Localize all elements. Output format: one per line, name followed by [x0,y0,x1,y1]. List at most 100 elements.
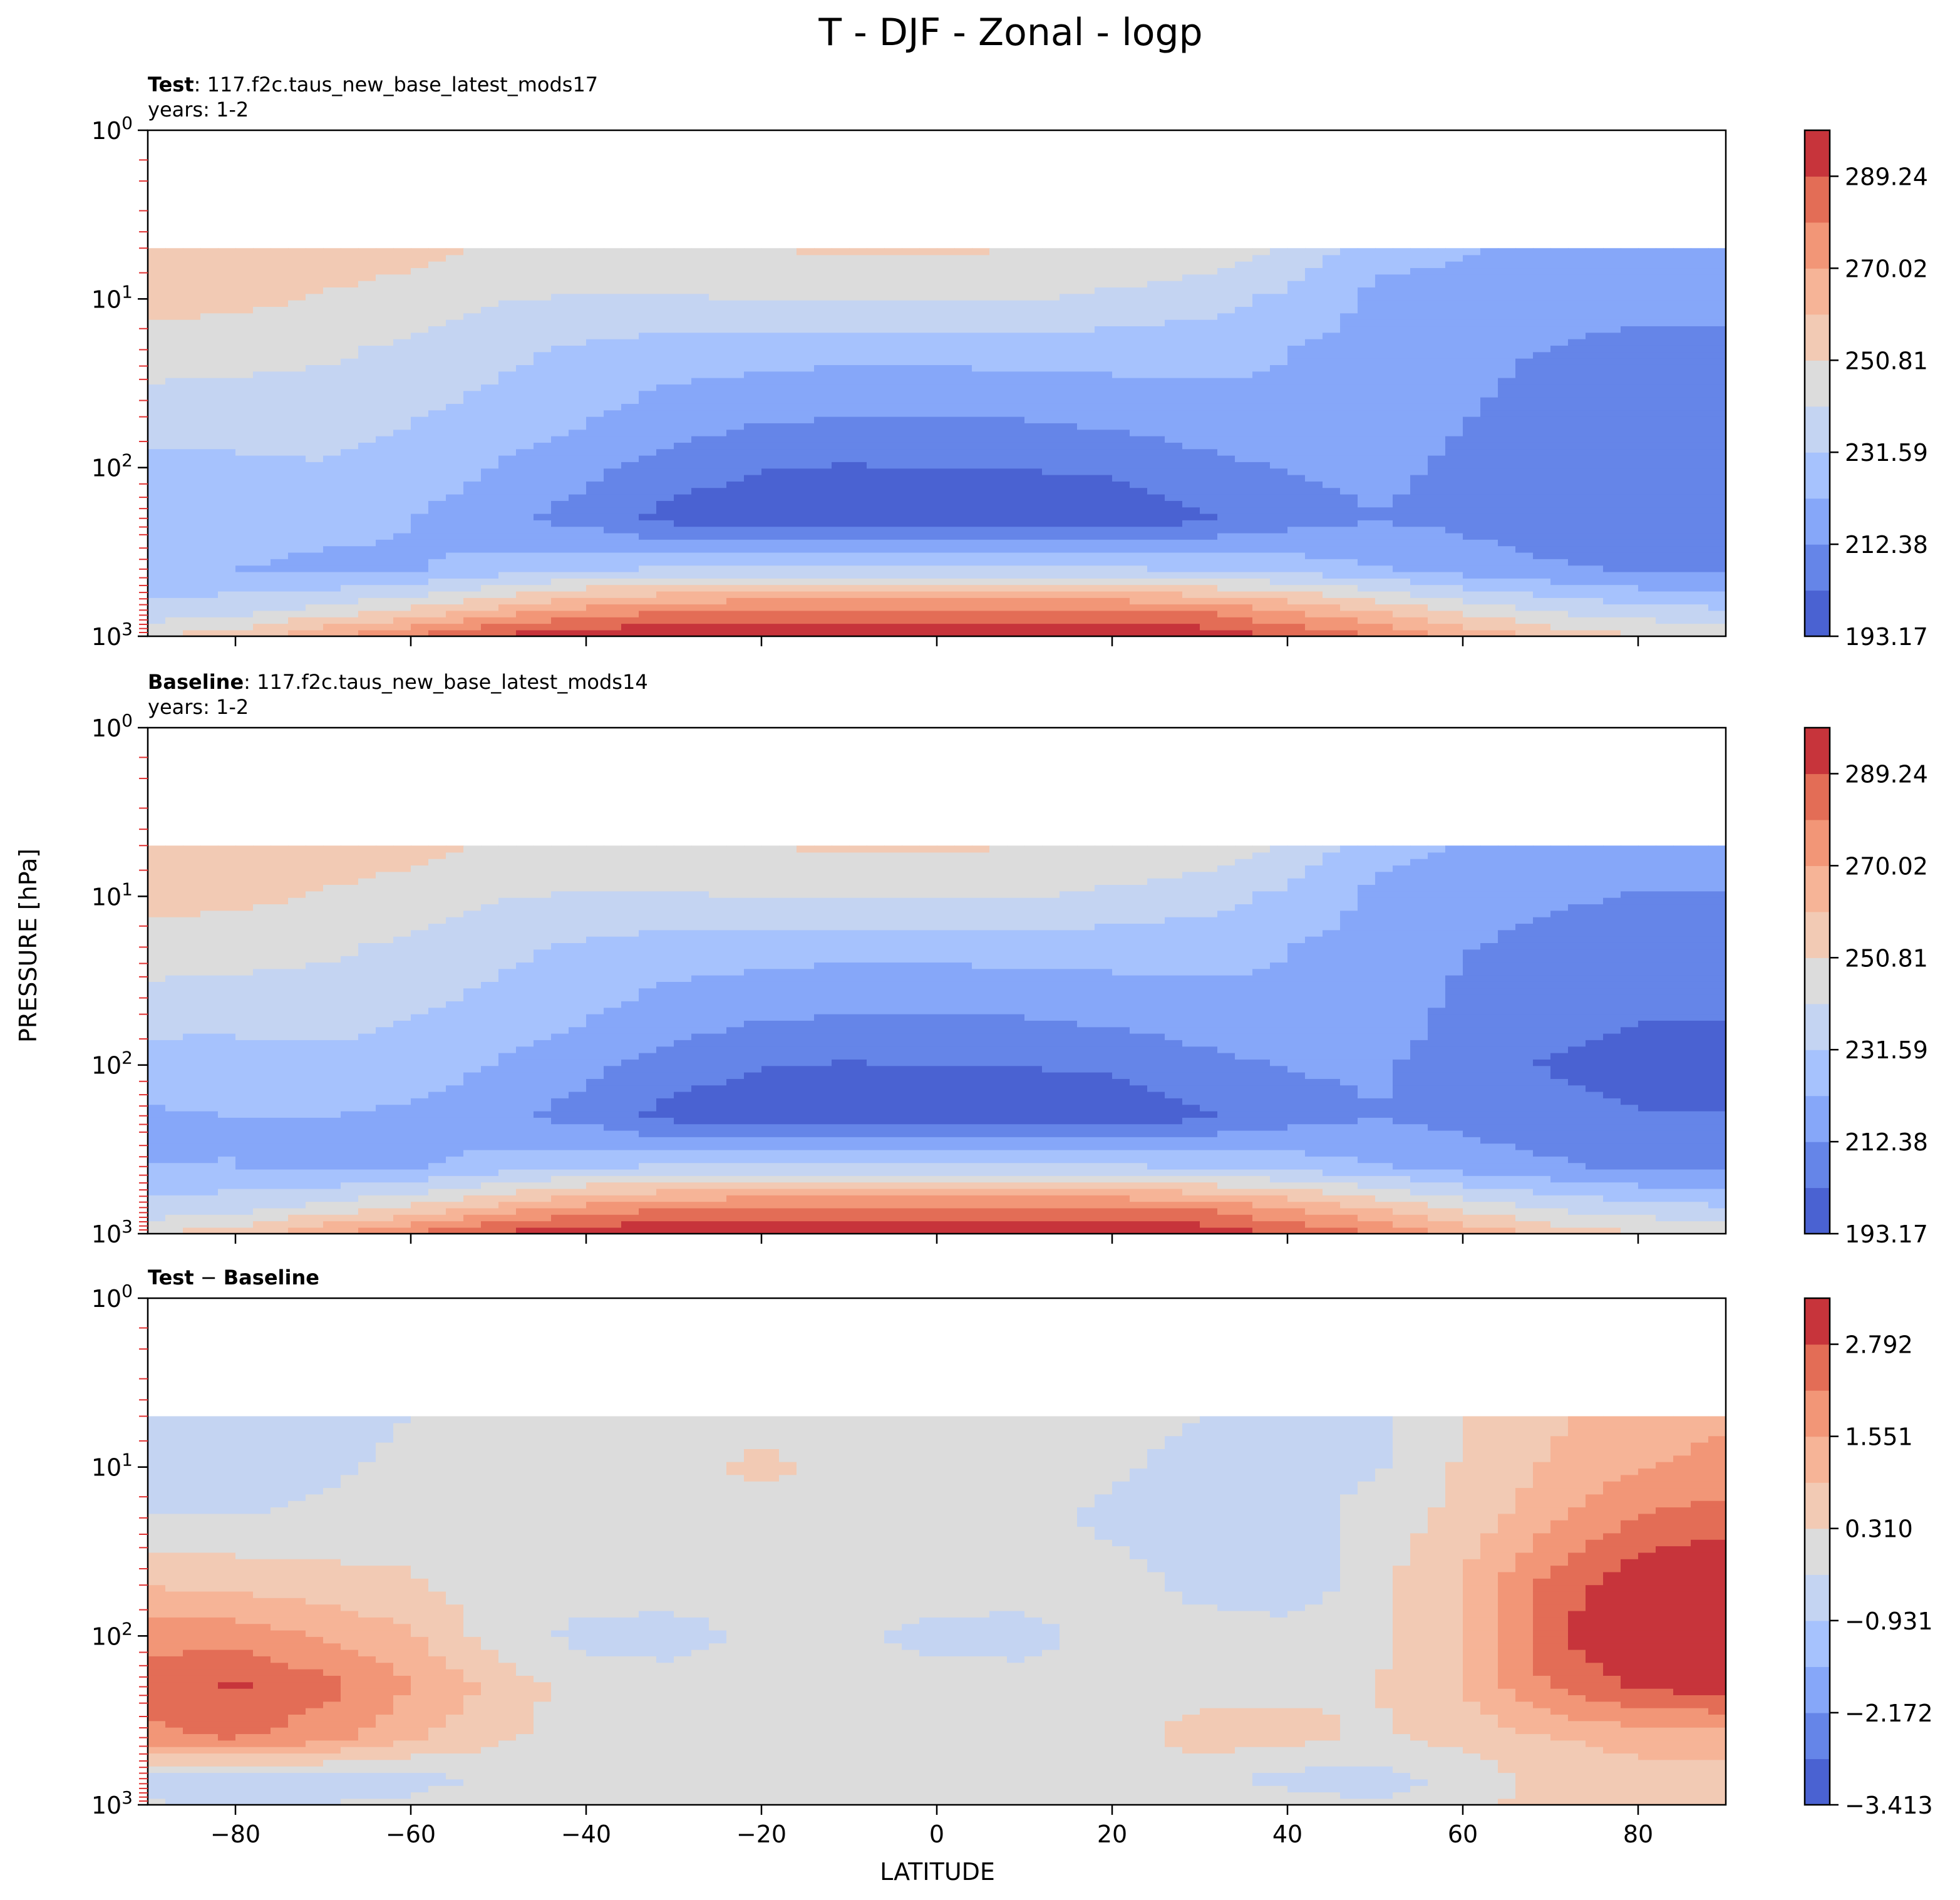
heatmap-cell [358,565,376,572]
heatmap-cell [1393,545,1411,553]
heatmap-cell [972,403,990,411]
heatmap-cell [989,629,1008,636]
heatmap-cell [1077,416,1095,423]
heatmap-cell [1147,474,1165,482]
heatmap-cell [1200,403,1218,411]
heatmap-cell [1323,532,1341,540]
heatmap-cell [534,455,552,462]
heatmap-cell [586,552,604,559]
heatmap-cell [884,423,902,430]
heatmap-cell [1463,455,1481,462]
heatmap-cell [797,526,815,534]
heatmap-cell [481,481,499,488]
heatmap-cell [1270,571,1288,579]
heatmap-cell [534,481,552,488]
heatmap-cell [674,597,692,605]
heatmap-cell [481,306,499,314]
heatmap-cell [1112,545,1130,553]
heatmap-cell [761,371,780,378]
heatmap-cell [604,306,622,314]
heatmap-cell [1410,364,1428,372]
heatmap-cell [1463,261,1481,269]
heatmap-cell [516,371,534,378]
heatmap-cell [569,299,587,307]
heatmap-cell [814,332,832,339]
heatmap-cell [1445,468,1463,475]
heatmap-cell [253,248,271,256]
heatmap-cell [621,338,639,346]
heatmap-cell [1358,319,1376,327]
heatmap-cell [1305,248,1323,256]
heatmap-cell [989,604,1008,611]
heatmap-cell [1235,403,1253,411]
heatmap-cell [1252,474,1271,482]
heatmap-cell [797,604,815,611]
heatmap-cell [306,487,324,495]
heatmap-cell [446,371,464,378]
heatmap-cell [358,403,376,411]
heatmap-cell [1252,591,1271,598]
heatmap-cell [1235,604,1253,611]
heatmap-cell [498,552,517,559]
heatmap-cell [200,623,219,631]
heatmap-cell [516,384,534,391]
heatmap-cell [1270,442,1288,450]
heatmap-cell [551,423,569,430]
heatmap-cell [989,487,1008,495]
heatmap-cell [1568,410,1586,417]
heatmap-cell [534,248,552,256]
heatmap-cell [1130,571,1148,579]
heatmap-cell [1480,571,1498,579]
heatmap-cell [989,481,1008,488]
heatmap-cell [1463,539,1481,547]
heatmap-cell [709,358,727,365]
heatmap-cell [849,623,867,631]
heatmap-cell [1200,474,1218,482]
heatmap-cell [621,481,639,488]
heatmap-cell [884,442,902,450]
heatmap-cell [1165,293,1183,301]
heatmap-cell [832,500,850,508]
heatmap-cell [1375,442,1393,450]
heatmap-cell [446,552,464,559]
heatmap-cell [761,539,780,547]
heatmap-cell [1200,520,1218,527]
heatmap-cell [323,442,341,450]
heatmap-cell [1515,332,1534,339]
heatmap-cell [148,539,166,547]
heatmap-cell [253,462,271,469]
heatmap-cell [797,565,815,572]
heatmap-cell [972,287,990,294]
heatmap-cell [972,254,990,262]
heatmap-cell [1340,280,1358,288]
heatmap-cell [271,390,289,398]
heatmap-cell [1130,312,1148,320]
heatmap-cell [1533,487,1551,495]
heatmap-cell [1130,377,1148,385]
heatmap-cell [1287,474,1306,482]
heatmap-cell [1007,274,1025,281]
heatmap-cell [604,396,622,404]
heatmap-cell [235,319,254,327]
heatmap-cell [1358,545,1376,553]
heatmap-cell [148,371,166,378]
heatmap-cell [569,629,587,636]
heatmap-cell [779,384,797,391]
heatmap-cell [1130,617,1148,624]
heatmap-cell [1112,468,1130,475]
heatmap-cell [1077,326,1095,333]
heatmap-cell [639,319,657,327]
heatmap-cell [972,442,990,450]
heatmap-cell [1024,520,1043,527]
heatmap-cell [867,539,885,547]
heatmap-cell [1445,248,1463,256]
heatmap-cell [691,384,709,391]
heatmap-cell [867,493,885,501]
heatmap-cell [1340,500,1358,508]
heatmap-cell [393,481,411,488]
heatmap-cell [1042,520,1060,527]
heatmap-cell [1340,248,1358,256]
heatmap-cell [604,319,622,327]
heatmap-cell [551,429,569,436]
heatmap-cell [761,493,780,501]
